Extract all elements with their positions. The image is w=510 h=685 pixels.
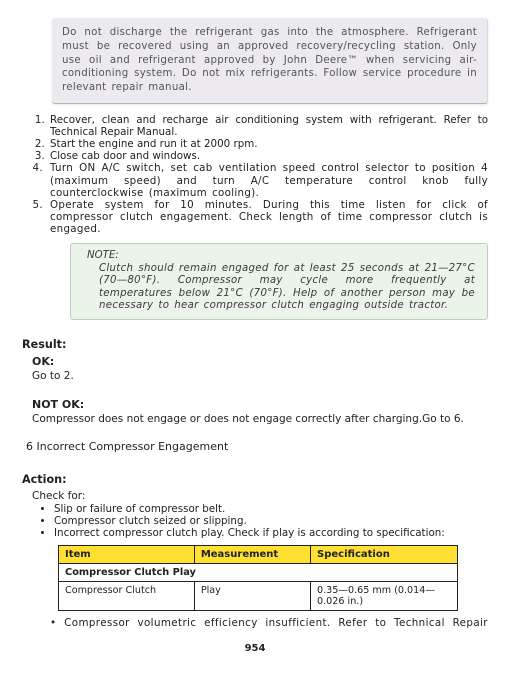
ok-label: OK: [32,355,488,368]
ok-text: Go to 2. [32,370,488,384]
cell-specification: 0.35—0.65 mm (0.014—0.026 in.) [311,582,458,611]
step-5: Operate system for 10 minutes. During th… [48,199,488,235]
table-subheading: Compressor Clutch Play [59,564,458,582]
step-4: Turn ON A/C switch, set cab ventilation … [48,162,488,198]
action-heading: Action: [22,473,488,486]
col-header-specification: Specification [311,546,458,564]
warning-box: Do not discharge the refrigerant gas int… [52,18,488,104]
col-header-measurement: Measurement [194,546,310,564]
action-bullets: Slip or failure of compressor belt. Comp… [32,504,488,539]
col-header-item: Item [59,546,195,564]
not-ok-label: NOT OK: [32,398,488,411]
procedure-steps: Recover, clean and recharge air conditio… [22,114,488,235]
table-subheading-row: Compressor Clutch Play [59,564,458,582]
cell-item: Compressor Clutch [59,582,195,611]
check-for-label: Check for: [32,490,488,502]
table-header-row: Item Measurement Specification [59,546,458,564]
step-1: Recover, clean and recharge air conditio… [48,114,488,138]
page-number: 954 [22,643,488,654]
step-3: Close cab door and windows. [48,150,488,162]
action-bullet-3: Incorrect compressor clutch play. Check … [54,528,488,540]
note-label: NOTE: [83,250,475,263]
note-box: NOTE: Clutch should remain engaged for a… [70,243,488,320]
spec-table: Item Measurement Specification Compresso… [58,545,458,611]
page: Do not discharge the refrigerant gas int… [0,0,510,664]
result-heading: Result: [22,338,488,351]
warning-text: Do not discharge the refrigerant gas int… [62,27,477,93]
section-6-title: 6 Incorrect Compressor Engagement [26,440,488,453]
trailing-bullet: • Compressor volumetric efficiency insuf… [50,617,488,629]
step-2: Start the engine and run it at 2000 rpm. [48,138,488,150]
not-ok-text: Compressor does not engage or does not e… [32,413,488,427]
cell-measurement: Play [194,582,310,611]
table-row: Compressor Clutch Play 0.35—0.65 mm (0.0… [59,582,458,611]
note-body: Clutch should remain engaged for at leas… [83,263,475,313]
